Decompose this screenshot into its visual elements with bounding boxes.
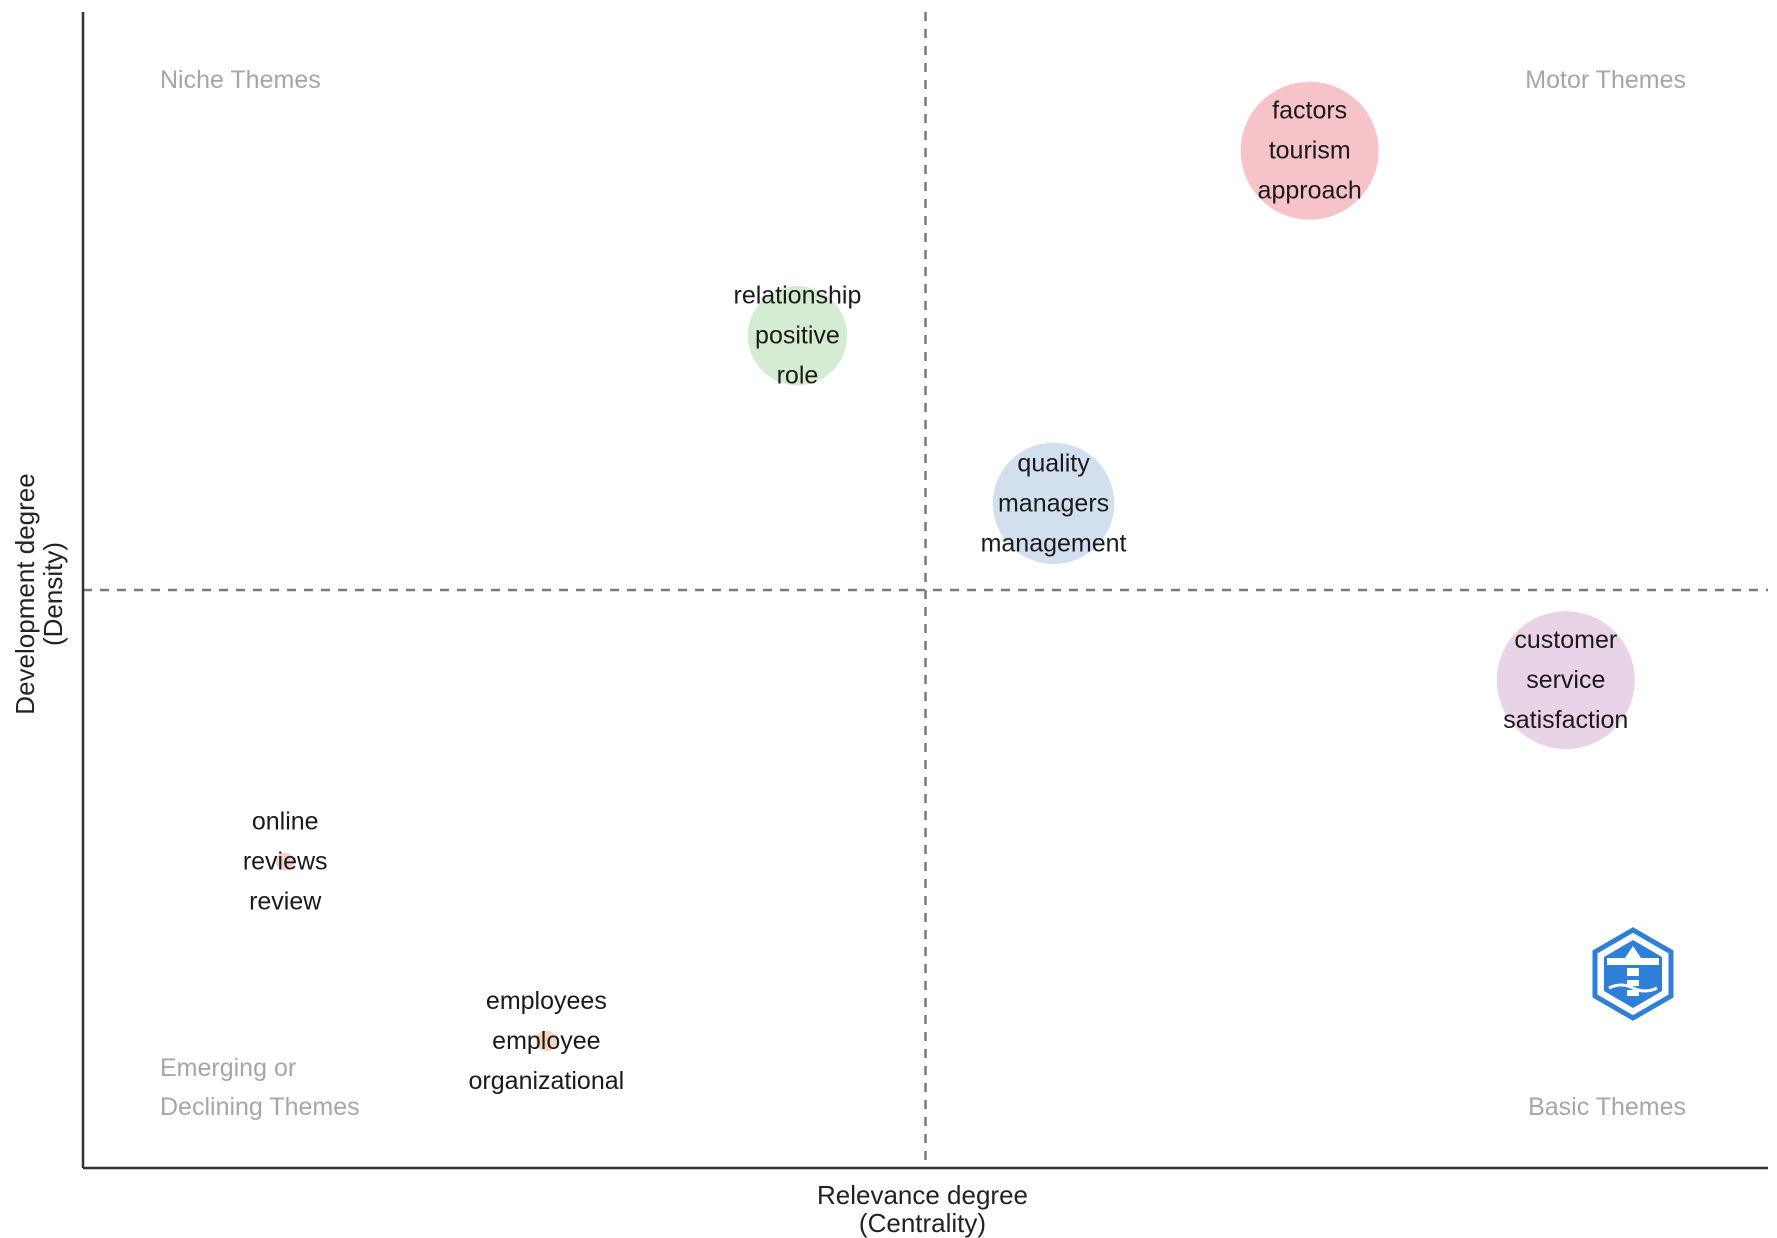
cluster-label: employees employee organizational — [469, 987, 625, 1095]
cluster-word: employees — [486, 987, 607, 1015]
x-axis-title-line: (Centrality) — [859, 1208, 986, 1238]
y-axis-title: Development degree(Density) — [10, 473, 68, 714]
y-axis-title-line: (Density) — [38, 542, 68, 646]
cluster-bubble — [992, 442, 1115, 565]
cluster-label: online reviews review — [243, 808, 328, 916]
cluster-label: quality managers management — [981, 449, 1127, 557]
x-axis-title-line: Relevance degree — [817, 1180, 1028, 1210]
cluster-word: tourism — [1269, 137, 1351, 165]
cluster-bubble — [1496, 611, 1635, 750]
cluster-bubble — [747, 286, 848, 386]
x-axis-title: Relevance degree (Centrality) — [817, 1180, 1028, 1238]
cluster-word: customer — [1514, 626, 1617, 654]
hexagon-lighthouse-logo — [1592, 927, 1674, 1021]
quadrant-label-basic: Basic Themes — [1528, 1093, 1686, 1121]
cluster-word: positive — [755, 322, 840, 350]
cluster-word: relationship — [734, 282, 862, 310]
cluster-word: quality — [1017, 449, 1090, 477]
quadrant-label-line: Niche Themes — [160, 66, 321, 94]
cluster-word: managers — [998, 489, 1109, 517]
quadrant-label-motor: Motor Themes — [1525, 66, 1686, 94]
quadrant-label-line: Basic Themes — [1528, 1093, 1686, 1121]
cluster-label: customer service satisfaction — [1503, 626, 1628, 734]
cluster-word: online — [252, 808, 319, 836]
cluster-word: employee — [492, 1027, 600, 1055]
quadrant-label-emerging: Emerging or Declining Themes — [160, 1054, 360, 1121]
quadrant-label-line: Declining Themes — [160, 1093, 360, 1121]
quadrant-label-line: Motor Themes — [1525, 66, 1686, 94]
cluster-bubble — [1240, 81, 1379, 220]
cluster-word: role — [777, 362, 819, 390]
cluster-bubble — [276, 852, 295, 871]
cluster-word: management — [981, 529, 1127, 557]
cluster-bubble — [536, 1030, 557, 1052]
cluster-word: satisfaction — [1503, 706, 1628, 734]
cluster-word: factors — [1272, 97, 1347, 125]
quadrant-label-niche: Niche Themes — [160, 66, 321, 94]
y-axis-title-line: Development degree — [10, 473, 40, 714]
cluster-label: factors tourism approach — [1258, 97, 1362, 205]
cluster-label: relationship positive role — [734, 282, 862, 390]
cluster-word: approach — [1258, 177, 1362, 205]
cluster-word: service — [1526, 666, 1605, 694]
quadrant-label-line: Emerging or — [160, 1054, 296, 1082]
cluster-word: review — [249, 888, 322, 916]
cluster-word: reviews — [243, 848, 328, 876]
cluster-word: organizational — [469, 1067, 625, 1095]
